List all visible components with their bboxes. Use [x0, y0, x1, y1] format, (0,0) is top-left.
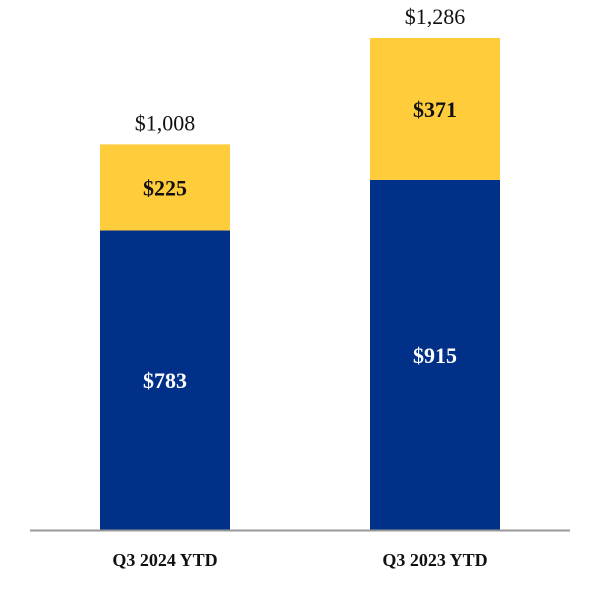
bar-segment-upper-2: [370, 38, 500, 180]
segment-value-label: $783: [143, 368, 187, 393]
bar-segment-lower-2: [370, 179, 500, 530]
labels-group: $783 $225 $1,008 Q3 2024 YTD $915 $371 $1,286 Q…: [112, 4, 487, 570]
segment-value-label: $915: [413, 343, 457, 368]
bar-segment-lower-1: [100, 230, 230, 530]
total-value-label: $1,286: [405, 4, 466, 29]
bars-group: [100, 38, 500, 530]
category-tick-label: Q3 2024 YTD: [112, 550, 217, 570]
segment-value-label: $225: [143, 175, 187, 200]
bar-segment-upper-1: [100, 144, 230, 231]
total-value-label: $1,008: [135, 110, 196, 135]
category-tick-label: Q3 2023 YTD: [382, 550, 487, 570]
segment-value-label: $371: [413, 97, 457, 122]
